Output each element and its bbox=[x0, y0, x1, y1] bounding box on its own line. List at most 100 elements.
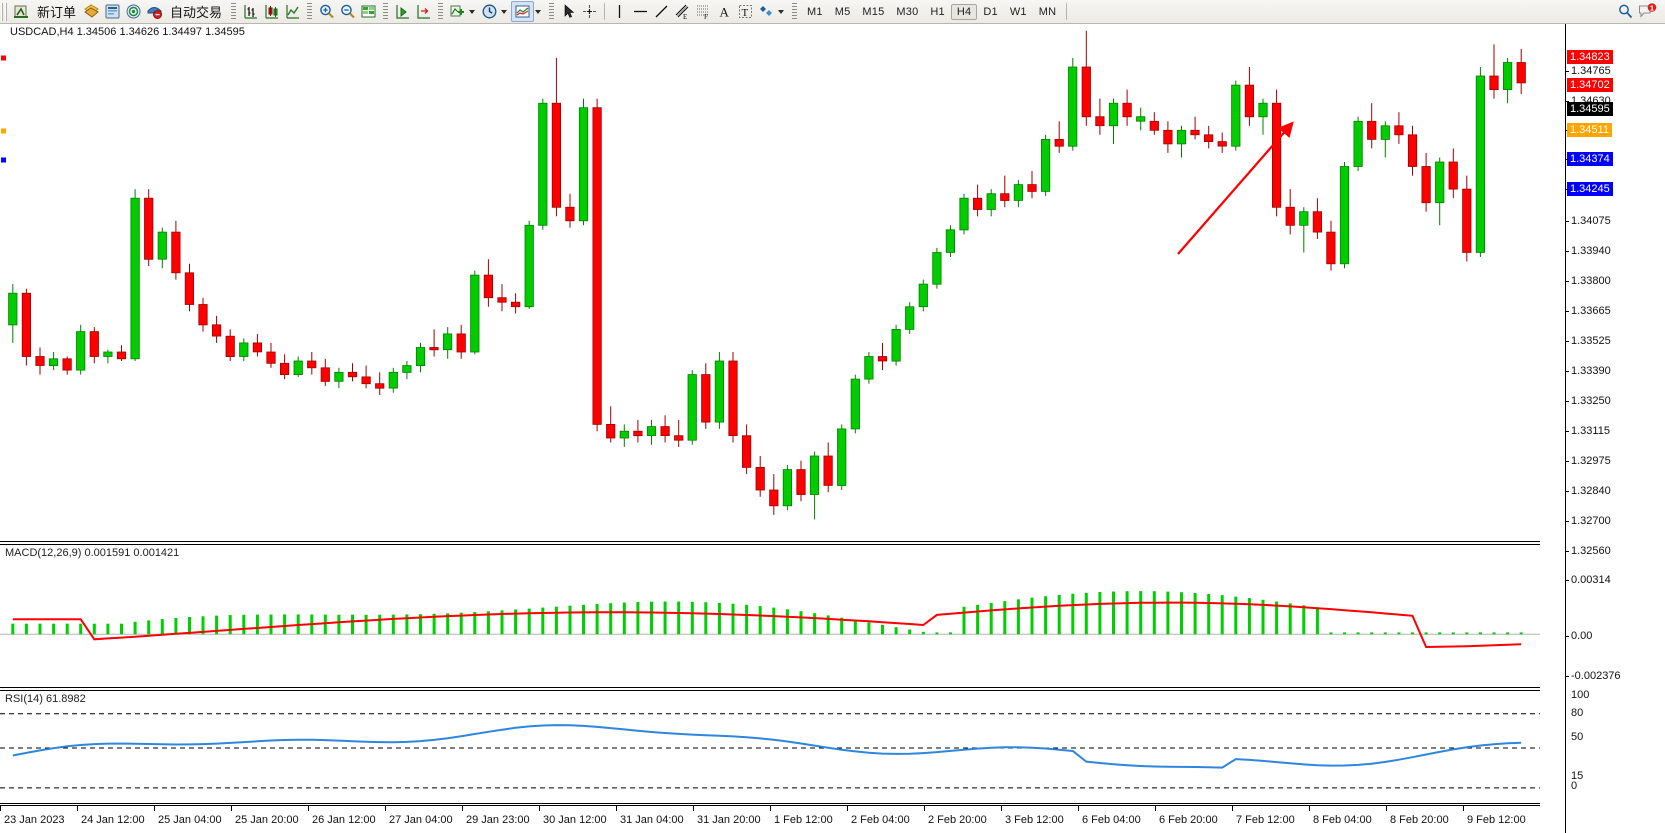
candlestick-chart-icon[interactable] bbox=[261, 1, 282, 22]
timeframe-w1[interactable]: W1 bbox=[1009, 5, 1027, 18]
price-tick-label: 1.32975 bbox=[1571, 455, 1611, 467]
text-label-icon[interactable]: T bbox=[735, 1, 756, 22]
rsi-series bbox=[0, 713, 1540, 789]
support-line-label[interactable]: 1.34245 bbox=[1567, 182, 1613, 196]
toolbar-separator-5 bbox=[549, 2, 555, 21]
timeframe-h4[interactable]: H4 bbox=[950, 3, 978, 20]
macd-tick-mark bbox=[1566, 636, 1569, 637]
price-tick-mark bbox=[1566, 551, 1569, 552]
chart-container[interactable]: USDCAD,H4 1.34506 1.34626 1.34497 1.3459… bbox=[0, 24, 1665, 833]
signals-icon[interactable] bbox=[123, 1, 144, 22]
periods-dropdown-caret[interactable] bbox=[501, 9, 508, 14]
zoom-in-icon[interactable] bbox=[316, 1, 337, 22]
svg-text:F: F bbox=[704, 13, 708, 20]
price-tick-label: 1.33665 bbox=[1571, 305, 1611, 317]
alert-badge-count: 1 bbox=[1650, 3, 1654, 12]
timeframe-d1[interactable]: D1 bbox=[983, 5, 998, 18]
auto-trading-icon[interactable] bbox=[144, 1, 165, 22]
price-tick-mark bbox=[1566, 341, 1569, 342]
navigator-icon[interactable] bbox=[102, 1, 123, 22]
time-tick-label: 31 Jan 04:00 bbox=[620, 814, 684, 826]
price-tick-mark bbox=[1566, 371, 1569, 372]
search-icon[interactable] bbox=[1615, 1, 1636, 22]
support-line-label[interactable]: 1.34374 bbox=[1567, 152, 1613, 166]
timeframe-m1[interactable]: M1 bbox=[807, 5, 823, 18]
time-tick-label: 23 Jan 2023 bbox=[4, 814, 65, 826]
new-order-icon[interactable] bbox=[11, 1, 32, 22]
data-window-icon[interactable] bbox=[81, 1, 102, 22]
time-tick-mark bbox=[77, 806, 78, 811]
macd-axis-label: 0.00314 bbox=[1571, 574, 1611, 586]
bullish-trend-arrow[interactable] bbox=[1160, 114, 1310, 264]
resistance-line-label[interactable]: 1.34702 bbox=[1567, 78, 1613, 92]
price-tick-label: 1.34075 bbox=[1571, 215, 1611, 227]
time-tick-mark bbox=[462, 806, 463, 811]
pivot-line-label[interactable]: 1.34511 bbox=[1567, 123, 1612, 137]
timeframe-h1[interactable]: H1 bbox=[930, 5, 945, 18]
timeframe-m15[interactable]: M15 bbox=[862, 5, 885, 18]
templates-icon[interactable] bbox=[511, 1, 535, 22]
time-tick-label: 25 Jan 04:00 bbox=[158, 814, 222, 826]
macd-pane[interactable]: MACD(12,26,9) 0.001591 0.001421 bbox=[0, 544, 1540, 688]
equidistant-channel-icon[interactable]: E bbox=[672, 1, 693, 22]
macd-tick-mark bbox=[1566, 580, 1569, 581]
time-tick-mark bbox=[154, 806, 155, 811]
level-resistance-2-anchor[interactable] bbox=[0, 54, 7, 62]
indicators-dropdown-caret[interactable] bbox=[469, 9, 476, 14]
toolbar-separator-4 bbox=[438, 2, 444, 21]
time-tick-label: 1 Feb 12:00 bbox=[774, 814, 833, 826]
alerts-icon[interactable]: 1 bbox=[1636, 1, 1657, 22]
shapes-icon[interactable] bbox=[756, 1, 777, 22]
grid-icon[interactable] bbox=[358, 1, 379, 22]
line-chart-icon[interactable] bbox=[282, 1, 303, 22]
trendline-icon[interactable] bbox=[651, 1, 672, 22]
macd-label: MACD(12,26,9) 0.001591 0.001421 bbox=[5, 547, 180, 559]
time-tick-mark bbox=[616, 806, 617, 811]
crosshair-icon[interactable] bbox=[579, 1, 600, 22]
time-tick-label: 24 Jan 12:00 bbox=[81, 814, 145, 826]
time-tick-label: 2 Feb 04:00 bbox=[851, 814, 910, 826]
timeframe-m5[interactable]: M5 bbox=[834, 5, 851, 18]
zoom-out-icon[interactable] bbox=[337, 1, 358, 22]
shapes-dropdown-caret[interactable] bbox=[778, 9, 785, 14]
level-support-1-anchor[interactable] bbox=[0, 156, 7, 164]
chart-panes[interactable]: USDCAD,H4 1.34506 1.34626 1.34497 1.3459… bbox=[0, 24, 1540, 833]
auto-trading-label[interactable]: 自动交易 bbox=[170, 5, 223, 20]
chart-shift-icon[interactable] bbox=[413, 1, 434, 22]
new-order-label[interactable]: 新订单 bbox=[37, 5, 77, 20]
time-tick-mark bbox=[385, 806, 386, 811]
price-axis[interactable]: 1.347651.346301.344901.343551.342151.340… bbox=[1565, 24, 1665, 833]
rsi-pane[interactable]: RSI(14) 61.8982 bbox=[0, 690, 1540, 804]
fibonacci-icon[interactable]: F bbox=[693, 1, 714, 22]
time-tick-mark bbox=[1078, 806, 1079, 811]
current-price-label[interactable]: 1.34595 bbox=[1567, 102, 1613, 116]
price-tick-mark bbox=[1566, 431, 1569, 432]
periods-icon[interactable] bbox=[479, 1, 500, 22]
cursor-icon[interactable] bbox=[558, 1, 579, 22]
toolbar-grip[interactable] bbox=[1, 2, 8, 21]
time-tick-mark bbox=[1232, 806, 1233, 811]
bar-chart-icon[interactable] bbox=[240, 1, 261, 22]
price-tick-mark bbox=[1566, 71, 1569, 72]
templates-dropdown-caret[interactable] bbox=[535, 9, 542, 14]
text-icon[interactable]: A bbox=[714, 1, 735, 22]
vertical-line-icon[interactable] bbox=[609, 1, 630, 22]
price-pane[interactable]: USDCAD,H4 1.34506 1.34626 1.34497 1.3459… bbox=[0, 24, 1540, 542]
indicators-icon[interactable] bbox=[447, 1, 468, 22]
resistance-line-label[interactable]: 1.34823 bbox=[1567, 50, 1613, 64]
timeframe-mn[interactable]: MN bbox=[1038, 5, 1057, 18]
time-tick-mark bbox=[539, 806, 540, 811]
time-tick-mark bbox=[0, 806, 1, 811]
rsi-axis-label: 100 bbox=[1571, 689, 1590, 701]
auto-scroll-icon[interactable] bbox=[392, 1, 413, 22]
horizontal-line-icon[interactable] bbox=[630, 1, 651, 22]
price-tick-label: 1.32560 bbox=[1571, 545, 1611, 557]
timeframe-m30[interactable]: M30 bbox=[896, 5, 919, 18]
price-tick-label: 1.33115 bbox=[1571, 425, 1610, 437]
time-tick-label: 6 Feb 04:00 bbox=[1082, 814, 1141, 826]
price-tick-label: 1.32840 bbox=[1571, 485, 1611, 497]
level-pivot-anchor[interactable] bbox=[0, 127, 7, 135]
macd-axis-label: 0.00 bbox=[1571, 630, 1593, 642]
price-tick-mark bbox=[1566, 221, 1569, 222]
time-tick-mark bbox=[308, 806, 309, 811]
